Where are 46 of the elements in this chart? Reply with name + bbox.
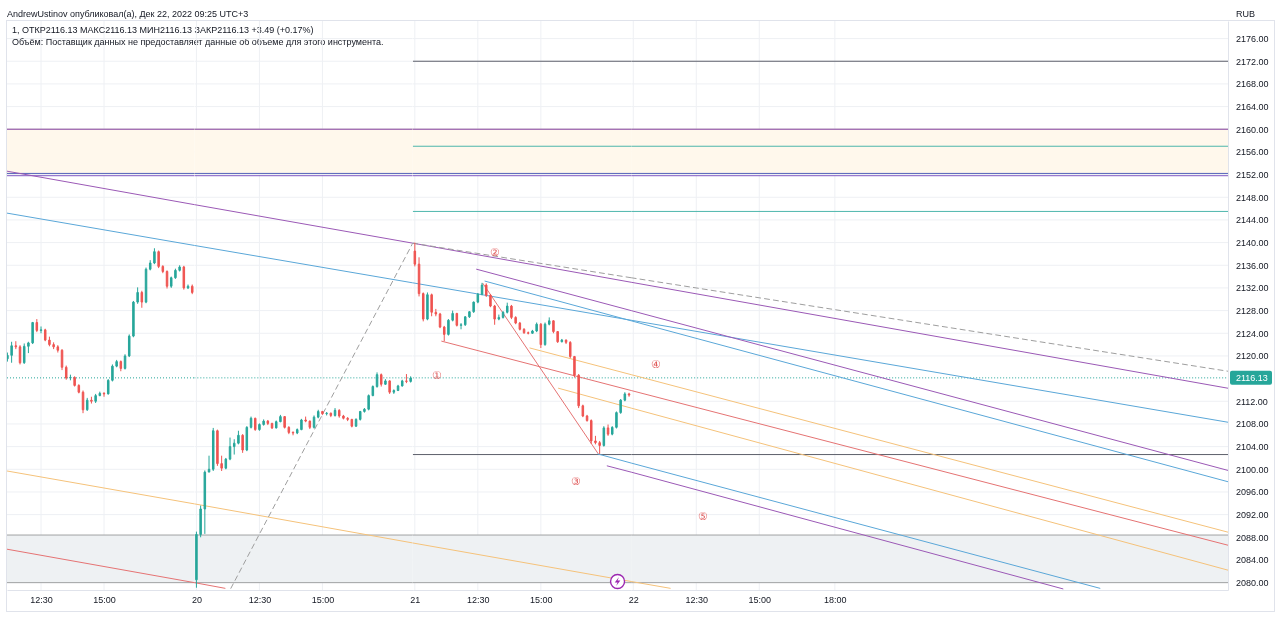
y-tick-label: 2176.00 — [1236, 33, 1269, 44]
y-tick-label: 2092.00 — [1236, 510, 1269, 520]
y-tick-label: 2140.00 — [1236, 237, 1269, 248]
text: AndrewUstinov опубликовал(а), Дек 22, 2022 09:25 UTC+3 — [7, 9, 249, 20]
y-tick-label: 2148.00 — [1236, 192, 1269, 203]
ref-line-label: 2116.13 — [1236, 373, 1268, 384]
x-tick-label: 12:30 — [248, 595, 272, 606]
y-tick-label: 2120.00 — [1236, 351, 1269, 362]
x-tick-label: 12:30 — [467, 595, 490, 606]
annotation: ① — [432, 368, 442, 381]
x-tick-label: 15:00 — [93, 595, 116, 606]
y-tick-label: 2156.00 — [1236, 147, 1269, 158]
x-tick-label: 20 — [191, 595, 202, 606]
y-tick-label: 2164.00 — [1236, 101, 1269, 112]
y-tick-label: 2108.00 — [1236, 419, 1269, 430]
x-tick-label: 12:30 — [685, 595, 709, 606]
y-tick-label: 2104.00 — [1236, 442, 1269, 452]
x-tick-label: 15:00 — [748, 595, 772, 606]
annotation: ⑤ — [698, 509, 708, 522]
x-tick-label: 15:00 — [530, 595, 553, 606]
y-tick-label: 2168.00 — [1236, 79, 1269, 90]
y-tick-label: 2124.00 — [1236, 328, 1269, 339]
x-tick-label: 12:30 — [30, 595, 53, 606]
y-tick-label: 2128.00 — [1236, 305, 1269, 316]
annotation: ④ — [651, 357, 661, 370]
y-tick-label: 2136.00 — [1236, 260, 1269, 271]
y-tick-label: 2088.00 — [1236, 532, 1269, 543]
y-tick-label: 2152.00 — [1236, 169, 1269, 180]
y-tick-label: 2080.00 — [1236, 578, 1269, 589]
y-tick-label: 2132.00 — [1236, 283, 1269, 294]
annotation: ③ — [571, 474, 581, 487]
x-tick-label: 22 — [628, 595, 639, 606]
y-tick-label: 2172.00 — [1236, 56, 1269, 67]
y-tick-label: 2160.00 — [1236, 124, 1269, 135]
y-tick-label: 2084.00 — [1236, 555, 1269, 566]
y-tick-label: 2096.00 — [1236, 487, 1269, 498]
text: Объём: Поставщик данных не предоставляет данные об объеме для этого инструмента. — [12, 37, 384, 48]
y-tick-label: 2144.00 — [1236, 215, 1269, 226]
y-tick-label: 2100.00 — [1236, 464, 1269, 475]
text: 1, ОТКР2116.13 МАКС2116.13 МИН2116.13 ЗАКР2116.13 +3.49 (+0.17%) — [12, 25, 314, 36]
y-axis-title: RUB — [1236, 9, 1256, 20]
annotation: ② — [490, 246, 501, 259]
y-tick-label: 2112.00 — [1236, 396, 1268, 407]
x-tick-label: 21 — [410, 595, 421, 606]
x-tick-label: 18:00 — [824, 595, 847, 606]
x-tick-label: 15:00 — [311, 595, 335, 606]
